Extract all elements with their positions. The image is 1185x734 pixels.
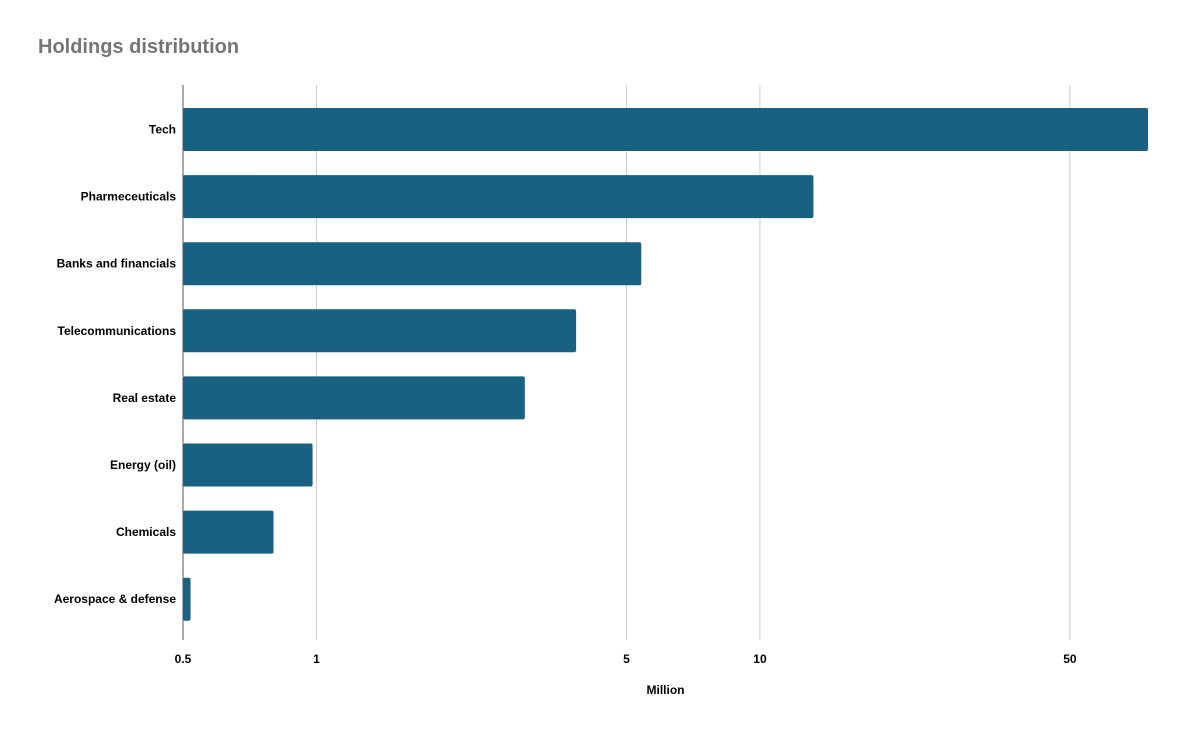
bar-2 <box>183 242 642 286</box>
bar-3 <box>183 309 577 353</box>
category-label-6: Chemicals <box>116 525 176 539</box>
x-tick-label-3: 10 <box>753 652 767 666</box>
x-tick-label-2: 5 <box>623 652 630 666</box>
bar-1 <box>183 175 814 219</box>
category-label-2: Banks and financials <box>57 257 177 271</box>
category-label-3: Telecommunications <box>58 324 177 338</box>
x-tick-label-1: 1 <box>313 652 320 666</box>
x-tick-label-4: 50 <box>1063 652 1077 666</box>
x-axis-label: Million <box>647 683 685 697</box>
category-label-5: Energy (oil) <box>110 458 176 472</box>
bar-7 <box>183 577 191 621</box>
bar-6 <box>183 510 274 554</box>
x-tick-label-0: 0.5 <box>175 652 192 666</box>
bar-5 <box>183 443 313 487</box>
category-label-0: Tech <box>149 123 176 137</box>
chart-title: Holdings distribution <box>38 36 240 58</box>
category-label-7: Aerospace & defense <box>54 592 176 606</box>
category-label-1: Pharmeceuticals <box>81 190 177 204</box>
bar-4 <box>183 376 525 420</box>
category-label-4: Real estate <box>113 391 177 405</box>
bar-0 <box>183 108 1148 151</box>
